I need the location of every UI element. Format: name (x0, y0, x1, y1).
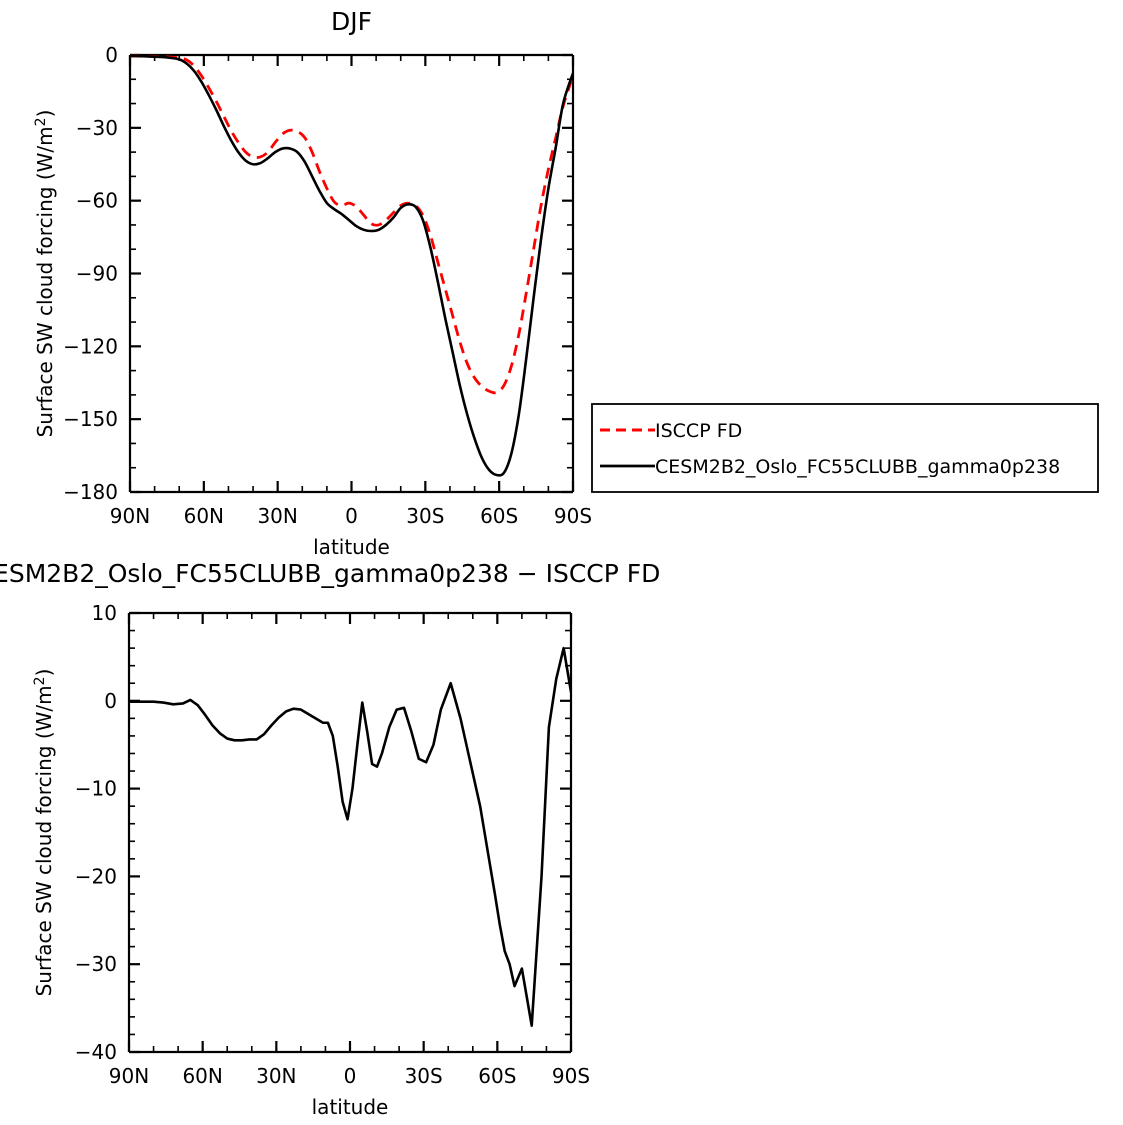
panel-bottom-axes-xtick-label: 0 (344, 1064, 357, 1088)
legend-label-1: CESM2B2_Oslo_FC55CLUBB_gamma0p238 (655, 456, 1060, 478)
panel-top-axes-xtick-label: 30N (257, 504, 297, 528)
legend: ISCCP FD CESM2B2_Oslo_FC55CLUBB_gamma0p23… (591, 403, 1099, 493)
panel-bottom-axes-xtick-label: 90N (109, 1064, 149, 1088)
panel-top-axes-ytick-label: −90 (76, 262, 118, 286)
legend-label-0: ISCCP FD (655, 420, 742, 442)
panel-top-xlabel: latitude (313, 535, 390, 559)
panel-bottom-axes-xtick-label: 30N (256, 1064, 296, 1088)
panel-bottom-xlabel: latitude (312, 1095, 389, 1119)
panel-bottom-axes-ytick-label: 0 (104, 689, 117, 713)
panel-top-axes-xtick-label: 0 (345, 504, 358, 528)
panel-top-axes-ytick-label: −60 (76, 189, 118, 213)
panel-bottom-axes-xtick-label: 90S (552, 1064, 590, 1088)
panel-top-axes-xtick-label: 90S (554, 504, 592, 528)
panel-bottom-ylabel: Surface SW cloud forcing (W/m2) (32, 669, 56, 997)
panel-bottom-series-difference (129, 646, 571, 1027)
panel-bottom-axes-xtick-label: 60S (478, 1064, 516, 1088)
panel-top-axes-ytick-label: 0 (105, 43, 118, 67)
panel-bottom-axes-xtick-label: 60N (182, 1064, 222, 1088)
panel-top-axes-xtick-label: 30S (406, 504, 444, 528)
panel-top-axes-xtick-label: 90N (110, 504, 150, 528)
panel-bottom-axes-ytick-label: −30 (75, 952, 117, 976)
panel-top-series-cesm2b2 (130, 54, 573, 477)
panel-top-axes-xtick-label: 60N (184, 504, 224, 528)
legend-box (591, 403, 1099, 493)
panel-top-axes-xtick-label: 60S (480, 504, 518, 528)
panel-bottom-title: CESM2B2_Oslo_FC55CLUBB_gamma0p238 − ISCC… (0, 559, 660, 588)
panel-top-ylabel: Surface SW cloud forcing (W/m2) (33, 110, 57, 438)
panel-bottom-axes-ytick-label: −20 (75, 864, 117, 888)
panel-top-series-isccp-fd (130, 54, 573, 395)
panel-bottom-axes-xtick-label: 30S (405, 1064, 443, 1088)
panel-top-axes-ytick-label: −180 (63, 480, 118, 504)
panel-bottom-axes-ytick-label: 10 (92, 601, 117, 625)
panel-bottom-axes-ytick-label: −10 (75, 777, 117, 801)
panel-top-title: DJF (331, 7, 372, 36)
panel-top-axes-ytick-label: −30 (76, 116, 118, 140)
panel-top-axes-ytick-label: −120 (63, 334, 118, 358)
panel-bottom-axes-ytick-label: −40 (75, 1040, 117, 1064)
panel-top-axes-ytick-label: −150 (63, 407, 118, 431)
